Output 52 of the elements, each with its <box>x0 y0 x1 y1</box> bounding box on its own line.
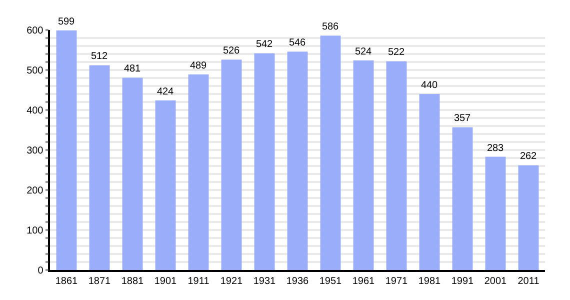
bar <box>254 53 275 270</box>
y-tick-label: 0 <box>38 266 44 276</box>
bar <box>485 156 506 270</box>
data-label: 440 <box>420 80 438 91</box>
data-label: 489 <box>190 60 208 72</box>
bar <box>320 36 341 270</box>
bar <box>221 60 242 270</box>
x-tick-label: 1951 <box>319 276 342 287</box>
data-label: 586 <box>322 22 340 33</box>
x-tick-label: 1971 <box>385 276 408 287</box>
x-tick-label: 1881 <box>121 276 144 287</box>
bar <box>452 127 473 270</box>
x-tick-label: 1931 <box>253 276 276 287</box>
bar <box>122 78 143 270</box>
data-label: 424 <box>156 86 174 98</box>
data-label: 283 <box>486 142 504 154</box>
data-label: 526 <box>222 46 240 57</box>
x-tick-label: 1921 <box>220 276 244 287</box>
x-tick-label: 1936 <box>286 276 310 287</box>
bar <box>89 65 110 270</box>
y-tick-label: 200 <box>26 186 44 196</box>
bar <box>155 100 176 270</box>
x-tick-label: 1901 <box>154 276 178 287</box>
y-tick-label: 400 <box>26 106 44 116</box>
data-label: 262 <box>520 151 538 162</box>
data-label: 599 <box>58 16 76 28</box>
y-tick-label: 500 <box>26 66 44 76</box>
data-label: 524 <box>354 46 372 58</box>
bar <box>419 94 440 270</box>
y-tick-label: 600 <box>26 26 44 36</box>
bar <box>518 165 539 270</box>
data-label: 522 <box>388 47 406 58</box>
x-tick-label: 1911 <box>188 276 210 287</box>
bar <box>287 52 308 270</box>
data-label: 481 <box>124 64 142 75</box>
bar <box>386 61 407 270</box>
bar <box>56 30 77 270</box>
y-tick-label: 300 <box>26 146 44 156</box>
x-tick-label: 1961 <box>352 276 376 287</box>
data-label: 357 <box>454 113 472 124</box>
x-tick-label: 1861 <box>55 276 78 287</box>
x-tick-label: 1991 <box>451 276 474 287</box>
x-tick-label: 1871 <box>88 276 112 287</box>
x-tick-label: 2011 <box>518 276 540 287</box>
bar <box>353 60 374 270</box>
data-label: 542 <box>256 39 274 50</box>
x-tick-label: 1981 <box>418 276 442 287</box>
x-tick-label: 2001 <box>484 276 508 287</box>
bar <box>188 74 209 270</box>
y-tick-label: 100 <box>26 226 44 236</box>
data-label: 512 <box>90 51 108 62</box>
data-label: 546 <box>288 38 306 49</box>
